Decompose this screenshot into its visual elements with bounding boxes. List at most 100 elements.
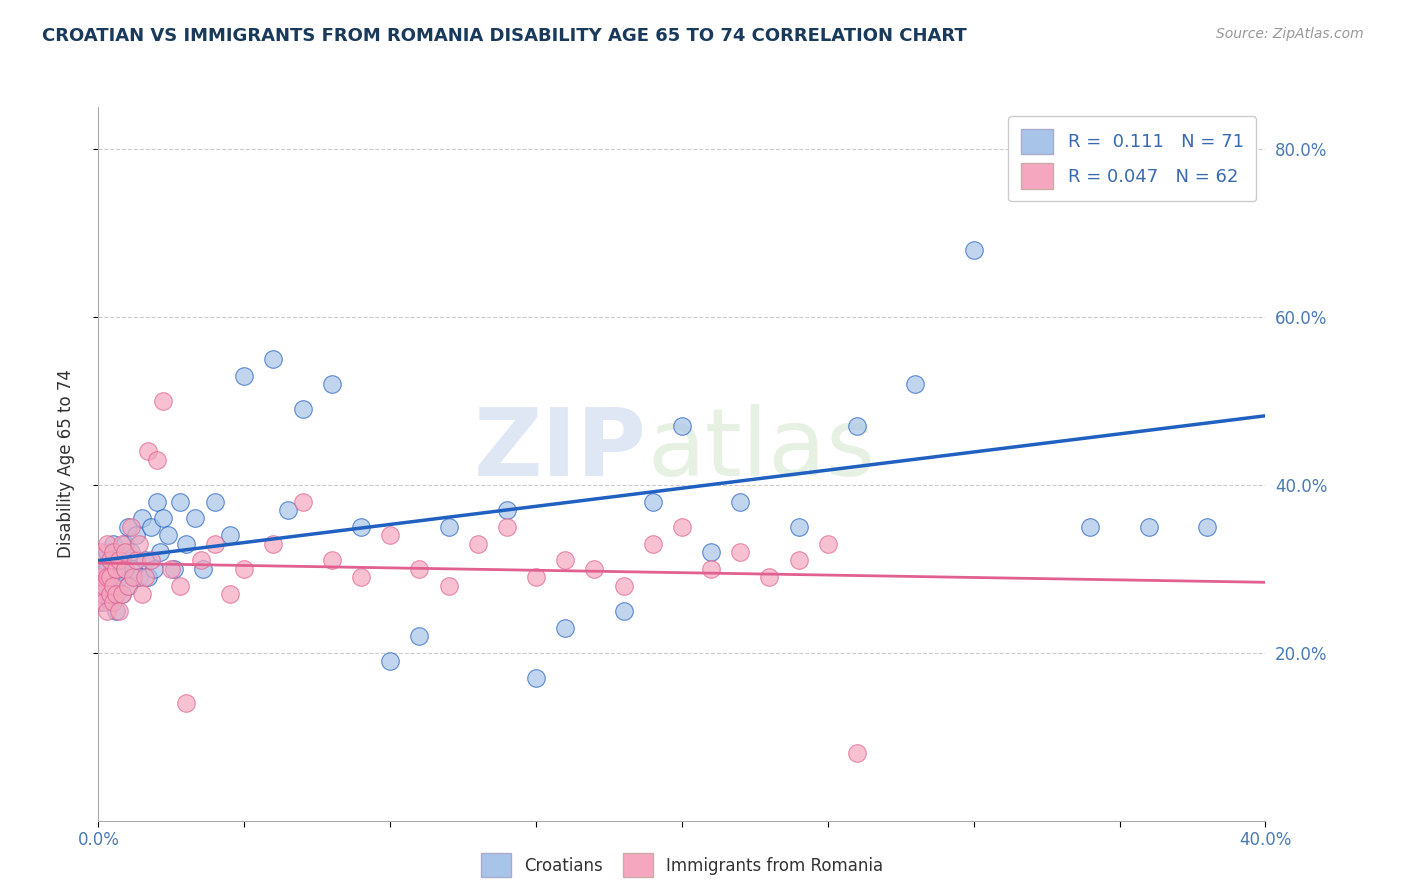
Point xyxy=(114,536,136,550)
Point xyxy=(93,562,115,576)
Point xyxy=(101,587,124,601)
Point xyxy=(128,570,150,584)
Point xyxy=(787,553,810,567)
Point xyxy=(134,553,156,567)
Point xyxy=(96,604,118,618)
Point xyxy=(174,536,197,550)
Point xyxy=(101,536,124,550)
Point xyxy=(728,545,751,559)
Point xyxy=(120,520,142,534)
Point xyxy=(524,570,547,584)
Point xyxy=(174,696,197,710)
Text: atlas: atlas xyxy=(647,403,875,496)
Point xyxy=(120,545,142,559)
Point xyxy=(350,570,373,584)
Point xyxy=(291,494,314,508)
Point xyxy=(90,595,112,609)
Text: Source: ZipAtlas.com: Source: ZipAtlas.com xyxy=(1216,27,1364,41)
Point xyxy=(152,511,174,525)
Point xyxy=(101,578,124,592)
Point xyxy=(111,587,134,601)
Y-axis label: Disability Age 65 to 74: Disability Age 65 to 74 xyxy=(56,369,75,558)
Point xyxy=(408,562,430,576)
Point xyxy=(204,494,226,508)
Point xyxy=(233,368,256,383)
Point xyxy=(117,578,139,592)
Point xyxy=(90,562,112,576)
Point xyxy=(111,553,134,567)
Point xyxy=(218,528,240,542)
Point xyxy=(136,570,159,584)
Point xyxy=(139,553,162,567)
Point xyxy=(845,419,868,434)
Point xyxy=(612,604,634,618)
Point xyxy=(104,545,127,559)
Point xyxy=(93,553,115,567)
Point xyxy=(169,494,191,508)
Point xyxy=(157,528,180,542)
Point xyxy=(93,578,115,592)
Point xyxy=(378,654,402,668)
Point xyxy=(193,562,215,576)
Point xyxy=(495,520,517,534)
Point xyxy=(101,595,124,609)
Point xyxy=(437,520,460,534)
Point xyxy=(90,578,112,592)
Point xyxy=(104,562,127,576)
Point xyxy=(583,562,606,576)
Point xyxy=(671,520,693,534)
Point xyxy=(190,553,212,567)
Point xyxy=(146,452,169,467)
Point xyxy=(728,494,751,508)
Point xyxy=(104,604,127,618)
Point xyxy=(111,587,134,601)
Point xyxy=(128,536,150,550)
Point xyxy=(93,570,115,584)
Point xyxy=(90,545,112,559)
Point xyxy=(408,629,430,643)
Point xyxy=(90,587,112,601)
Point xyxy=(291,402,314,417)
Point xyxy=(96,578,118,592)
Point xyxy=(904,377,927,392)
Point xyxy=(350,520,373,534)
Point xyxy=(163,562,186,576)
Point xyxy=(467,536,489,550)
Point xyxy=(108,553,131,567)
Point xyxy=(139,520,162,534)
Point xyxy=(96,536,118,550)
Point xyxy=(108,604,131,618)
Point xyxy=(378,528,402,542)
Point xyxy=(233,562,256,576)
Point xyxy=(96,562,118,576)
Point xyxy=(104,578,127,592)
Point xyxy=(117,578,139,592)
Point xyxy=(641,536,664,550)
Point xyxy=(134,570,156,584)
Point xyxy=(758,570,780,584)
Point xyxy=(90,570,112,584)
Point xyxy=(101,545,124,559)
Point xyxy=(612,578,634,592)
Point xyxy=(277,503,299,517)
Point xyxy=(108,562,131,576)
Point xyxy=(160,562,183,576)
Point xyxy=(114,545,136,559)
Point xyxy=(114,562,136,576)
Point xyxy=(262,536,284,550)
Point xyxy=(169,578,191,592)
Point xyxy=(125,553,148,567)
Point xyxy=(1021,184,1043,198)
Point xyxy=(204,536,226,550)
Text: ZIP: ZIP xyxy=(474,403,647,496)
Point xyxy=(641,494,664,508)
Point xyxy=(524,671,547,685)
Point xyxy=(114,562,136,576)
Point xyxy=(1195,520,1218,534)
Point xyxy=(93,595,115,609)
Point xyxy=(98,587,121,601)
Point xyxy=(101,562,124,576)
Text: CROATIAN VS IMMIGRANTS FROM ROMANIA DISABILITY AGE 65 TO 74 CORRELATION CHART: CROATIAN VS IMMIGRANTS FROM ROMANIA DISA… xyxy=(42,27,967,45)
Point xyxy=(104,587,127,601)
Point xyxy=(122,562,145,576)
